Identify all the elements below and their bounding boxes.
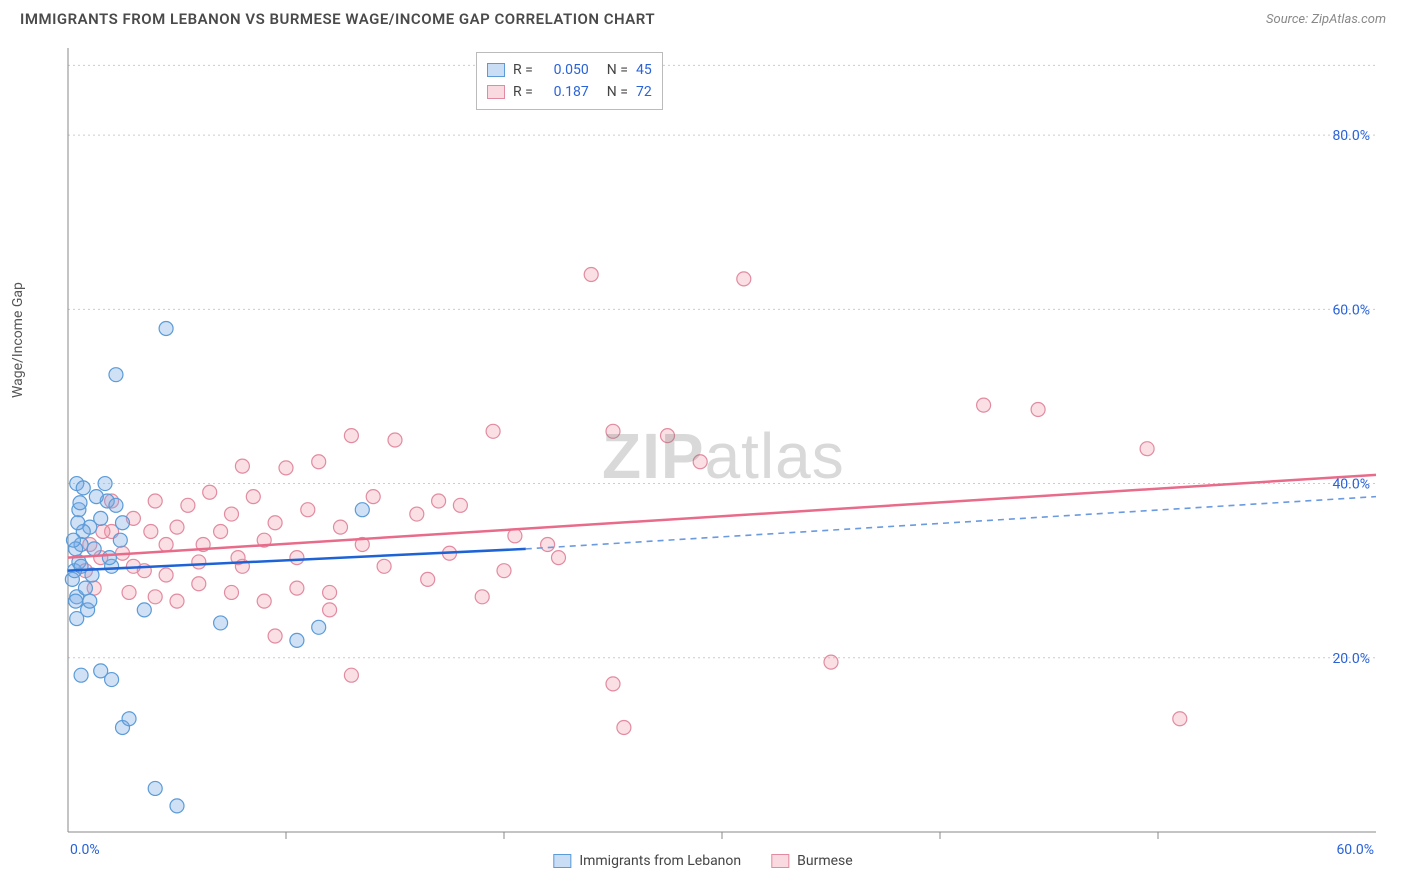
y-axis-label: Wage/Income Gap — [10, 282, 26, 398]
chart-title: IMMIGRANTS FROM LEBANON VS BURMESE WAGE/… — [20, 10, 655, 28]
chart-area: Wage/Income Gap 20.0%40.0%60.0%80.0%0.0%… — [20, 40, 1386, 872]
swatch-blue — [487, 63, 505, 77]
legend-item-burmese: Burmese — [771, 850, 853, 872]
svg-text:40.0%: 40.0% — [1332, 477, 1370, 493]
legend-item-lebanon: Immigrants from Lebanon — [553, 850, 741, 872]
series-legend: Immigrants from Lebanon Burmese — [553, 850, 852, 872]
source-label: Source: — [1266, 12, 1311, 27]
n-value-burmese: 72 — [636, 81, 652, 103]
svg-text:0.0%: 0.0% — [70, 842, 100, 858]
svg-text:20.0%: 20.0% — [1332, 651, 1370, 667]
swatch-pink — [771, 854, 789, 868]
r-label: R = — [513, 81, 533, 103]
swatch-pink — [487, 85, 505, 99]
source-attribution: Source: ZipAtlas.com — [1266, 12, 1386, 27]
scatter-chart: 20.0% 40.0% 60.0% 80.0% 0.0% 60.0% — [20, 40, 1386, 872]
svg-text:60.0%: 60.0% — [1336, 842, 1374, 858]
svg-text:80.0%: 80.0% — [1332, 128, 1370, 144]
legend-row-lebanon: R = 0.050 N = 45 — [487, 59, 652, 81]
r-value-lebanon: 0.050 — [541, 59, 589, 81]
n-label: N = — [607, 81, 628, 103]
source-name: ZipAtlas.com — [1311, 12, 1386, 27]
n-label: N = — [607, 59, 628, 81]
r-label: R = — [513, 59, 533, 81]
legend-label-burmese: Burmese — [797, 850, 853, 872]
n-value-lebanon: 45 — [636, 59, 652, 81]
svg-text:60.0%: 60.0% — [1332, 302, 1370, 318]
swatch-blue — [553, 854, 571, 868]
correlation-legend: R = 0.050 N = 45 R = 0.187 N = 72 — [476, 52, 663, 110]
chart-header: IMMIGRANTS FROM LEBANON VS BURMESE WAGE/… — [0, 0, 1406, 34]
legend-label-lebanon: Immigrants from Lebanon — [579, 850, 741, 872]
r-value-burmese: 0.187 — [541, 81, 589, 103]
legend-row-burmese: R = 0.187 N = 72 — [487, 81, 652, 103]
